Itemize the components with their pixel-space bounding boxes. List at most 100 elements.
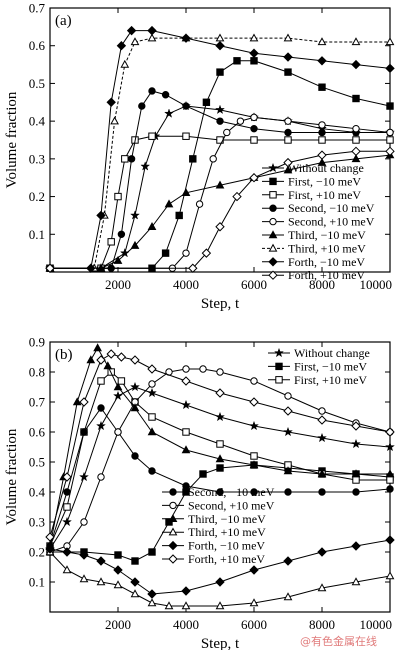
- legend-entry: Second, +10 meV: [188, 498, 275, 512]
- data-point: [121, 155, 129, 163]
- data-point: [130, 355, 140, 365]
- legend-entry: First, +10 meV: [288, 188, 361, 202]
- data-point: [181, 586, 191, 596]
- data-point: [72, 397, 82, 406]
- data-point: [386, 476, 394, 484]
- data-point: [181, 445, 191, 454]
- data-point: [283, 52, 293, 62]
- data-point: [79, 550, 89, 560]
- legend-marker: [275, 362, 283, 371]
- data-point: [216, 440, 224, 448]
- data-point: [214, 411, 226, 422]
- legend-entry: Without change: [294, 346, 370, 360]
- legend-entry: Forth, +10 meV: [288, 268, 365, 282]
- data-point: [283, 157, 293, 168]
- data-point: [164, 601, 174, 610]
- legend-entry: Third, +10 meV: [188, 525, 266, 539]
- data-point: [215, 601, 225, 610]
- legend-marker: [168, 527, 178, 536]
- x-tick-label: 2000: [105, 617, 131, 632]
- data-point: [232, 191, 242, 202]
- data-point: [284, 68, 292, 76]
- data-point: [106, 97, 116, 107]
- data-point: [249, 565, 259, 575]
- data-point: [223, 128, 231, 137]
- data-point: [283, 466, 293, 475]
- data-point: [352, 136, 360, 144]
- legend-marker: [267, 162, 279, 173]
- data-point: [385, 63, 395, 74]
- data-point: [215, 33, 225, 42]
- data-point: [233, 57, 241, 65]
- series-line: [50, 135, 390, 269]
- y-axis-label: Volume fraction: [4, 428, 20, 525]
- series-9: [45, 146, 395, 273]
- data-point: [386, 128, 394, 137]
- data-point: [140, 161, 151, 171]
- data-point: [180, 399, 192, 410]
- data-point: [146, 387, 158, 398]
- data-point: [352, 476, 360, 484]
- data-point: [117, 377, 126, 385]
- data-point: [62, 565, 72, 574]
- y-tick-label: 0.6: [29, 425, 46, 440]
- data-point: [106, 349, 116, 359]
- data-point: [188, 263, 198, 273]
- data-point: [249, 173, 259, 183]
- series-6: [45, 343, 395, 550]
- y-tick-label: 0.1: [29, 227, 45, 242]
- data-point: [148, 132, 156, 140]
- data-point: [96, 210, 106, 221]
- data-point: [250, 57, 258, 65]
- data-point: [147, 589, 157, 599]
- data-point: [96, 355, 106, 365]
- data-point: [96, 556, 106, 566]
- data-point: [282, 426, 294, 437]
- data-point: [148, 380, 156, 388]
- data-point: [250, 377, 258, 385]
- y-tick-label: 0.1: [29, 575, 45, 590]
- data-point: [164, 199, 174, 208]
- data-point: [182, 249, 190, 257]
- series-8: [45, 535, 395, 599]
- data-point: [317, 56, 327, 66]
- legend-marker: [275, 376, 283, 384]
- data-point: [80, 428, 88, 436]
- data-point: [215, 41, 225, 51]
- data-point: [148, 413, 156, 421]
- data-point: [130, 37, 140, 46]
- data-point: [62, 547, 72, 557]
- data-point: [351, 59, 361, 70]
- y-tick-label: 0.2: [29, 545, 45, 560]
- data-point: [385, 469, 395, 478]
- legend-entry: Third, −10 meV: [288, 228, 366, 242]
- data-point: [284, 488, 292, 496]
- data-point: [138, 102, 146, 110]
- x-tick-label: 2000: [105, 277, 131, 292]
- legend-entry: Third, −10 meV: [188, 512, 266, 526]
- data-point: [114, 551, 122, 559]
- data-point: [215, 454, 225, 463]
- data-point: [216, 117, 224, 125]
- data-point: [114, 428, 122, 436]
- data-point: [129, 381, 141, 392]
- data-point: [181, 376, 191, 386]
- data-point: [126, 25, 137, 36]
- data-point: [317, 469, 327, 478]
- legend-entry: Second, −10 meV: [288, 201, 375, 215]
- data-point: [182, 102, 190, 110]
- legend-entry: Forth, +10 meV: [188, 552, 265, 566]
- data-point: [386, 102, 394, 110]
- data-point: [318, 136, 326, 144]
- data-point: [385, 37, 395, 46]
- data-point: [284, 117, 292, 125]
- data-point: [63, 503, 71, 511]
- data-point: [130, 577, 140, 587]
- data-point: [216, 68, 224, 76]
- y-tick-label: 0.7: [29, 395, 46, 410]
- legend-marker: [273, 347, 285, 358]
- data-point: [250, 488, 258, 496]
- data-point: [249, 33, 259, 42]
